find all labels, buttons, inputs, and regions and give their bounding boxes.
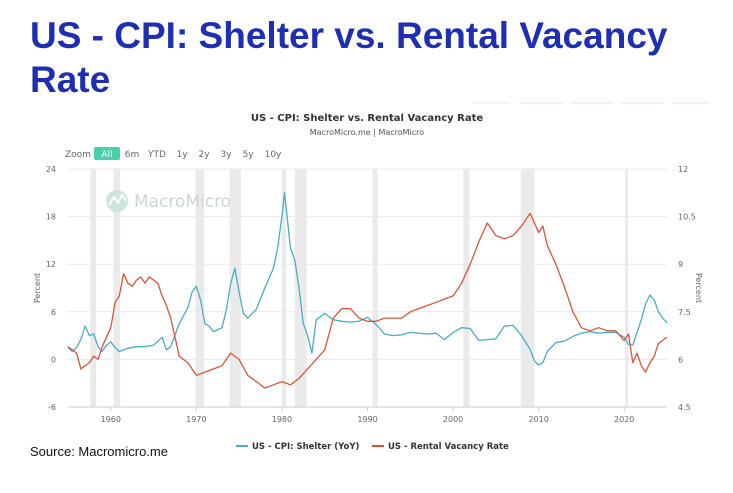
chart-title: US - CPI: Shelter vs. Rental Vacancy Rat…: [251, 113, 483, 124]
recession-bands: [90, 169, 629, 407]
page-headline: US - CPI: Shelter vs. Rental Vacancy Rat…: [30, 15, 668, 100]
x-tick-label: 2020: [614, 415, 634, 424]
left-tick-label: 24: [46, 165, 56, 174]
range-button-2y[interactable]: 2y: [198, 150, 210, 160]
range-button-3y[interactable]: 3y: [220, 150, 232, 160]
x-tick-label: 1980: [272, 415, 292, 424]
x-tick-label: 2000: [443, 415, 463, 424]
recession-band: [520, 169, 535, 407]
legend-item[interactable]: US - CPI: Shelter (YoY): [236, 442, 360, 452]
range-button-label: 5y: [242, 150, 254, 160]
right-tick-label: 12: [678, 165, 688, 174]
recession-band: [90, 169, 97, 407]
range-button-label: 6m: [125, 150, 140, 160]
range-button-1y[interactable]: 1y: [176, 150, 188, 160]
x-tick-label: 2010: [528, 415, 548, 424]
recession-band: [281, 169, 287, 407]
recession-band: [229, 169, 241, 407]
rental-vacancy-line: [67, 212, 668, 389]
range-button-label: 2y: [198, 150, 210, 160]
watermark: MacroMicro: [106, 190, 231, 212]
range-button-label: 10y: [265, 150, 282, 160]
shelter-cpi-line: [67, 192, 668, 366]
range-button-all[interactable]: All: [94, 147, 120, 160]
range-button-group: All 6m YTD 1y 2y 3y 5y 10y: [94, 147, 282, 160]
range-button-label: 1y: [176, 150, 188, 160]
left-tick-label: 18: [46, 213, 56, 222]
right-tick-label: 10.5: [678, 213, 696, 222]
source-note: Source: Macromicro.me: [30, 444, 168, 459]
left-tick-label: 0: [51, 355, 56, 364]
left-tick-label: -6: [48, 403, 56, 412]
range-button-label: YTD: [147, 150, 166, 160]
x-tick-label: 1970: [186, 415, 206, 424]
range-button-highlight: [94, 147, 120, 160]
x-tick-label: 1960: [101, 415, 121, 424]
legend-item[interactable]: US - Rental Vacancy Rate: [372, 442, 509, 452]
range-button-label: 3y: [220, 150, 232, 160]
range-button-5y[interactable]: 5y: [242, 150, 254, 160]
right-axis-label: Percent: [694, 273, 703, 303]
range-button-10y[interactable]: 10y: [265, 150, 282, 160]
right-axis-ticks: 4.5 6 7.5 9 10.5 12: [678, 165, 696, 412]
x-axis-ticks: 1960 1970 1980 1990 2000 2010 2020: [101, 407, 634, 424]
recession-band: [113, 169, 121, 407]
left-axis-label: Percent: [33, 273, 42, 303]
right-tick-label: 9: [678, 260, 683, 269]
left-axis-ticks: -6 0 6 12 18 24: [46, 165, 56, 412]
right-tick-label: 7.5: [678, 308, 691, 317]
x-tick-label: 1990: [357, 415, 377, 424]
chart-subtitle: MacroMicro.me | MacroMicro: [310, 128, 424, 137]
range-button-6m[interactable]: 6m: [125, 150, 140, 160]
left-tick-label: 12: [46, 260, 56, 269]
left-tick-label: 6: [51, 308, 56, 317]
zoom-label: Zoom: [65, 150, 91, 160]
logo-mark-icon: [108, 193, 127, 206]
watermark-text: MacroMicro: [134, 192, 231, 212]
range-button-label: All: [101, 150, 112, 160]
series-lines: [67, 192, 668, 389]
recession-band: [463, 169, 470, 407]
recession-band: [195, 169, 205, 407]
legend-label: US - Rental Vacancy Rate: [388, 442, 509, 452]
right-tick-label: 6: [678, 355, 683, 364]
range-button-ytd[interactable]: YTD: [147, 150, 166, 160]
recession-band: [294, 169, 307, 407]
legend: US - CPI: Shelter (YoY) US - Rental Vacan…: [236, 442, 509, 452]
right-tick-label: 4.5: [678, 403, 691, 412]
recession-band: [625, 169, 629, 407]
recession-band: [372, 169, 378, 407]
legend-label: US - CPI: Shelter (YoY): [252, 442, 360, 452]
